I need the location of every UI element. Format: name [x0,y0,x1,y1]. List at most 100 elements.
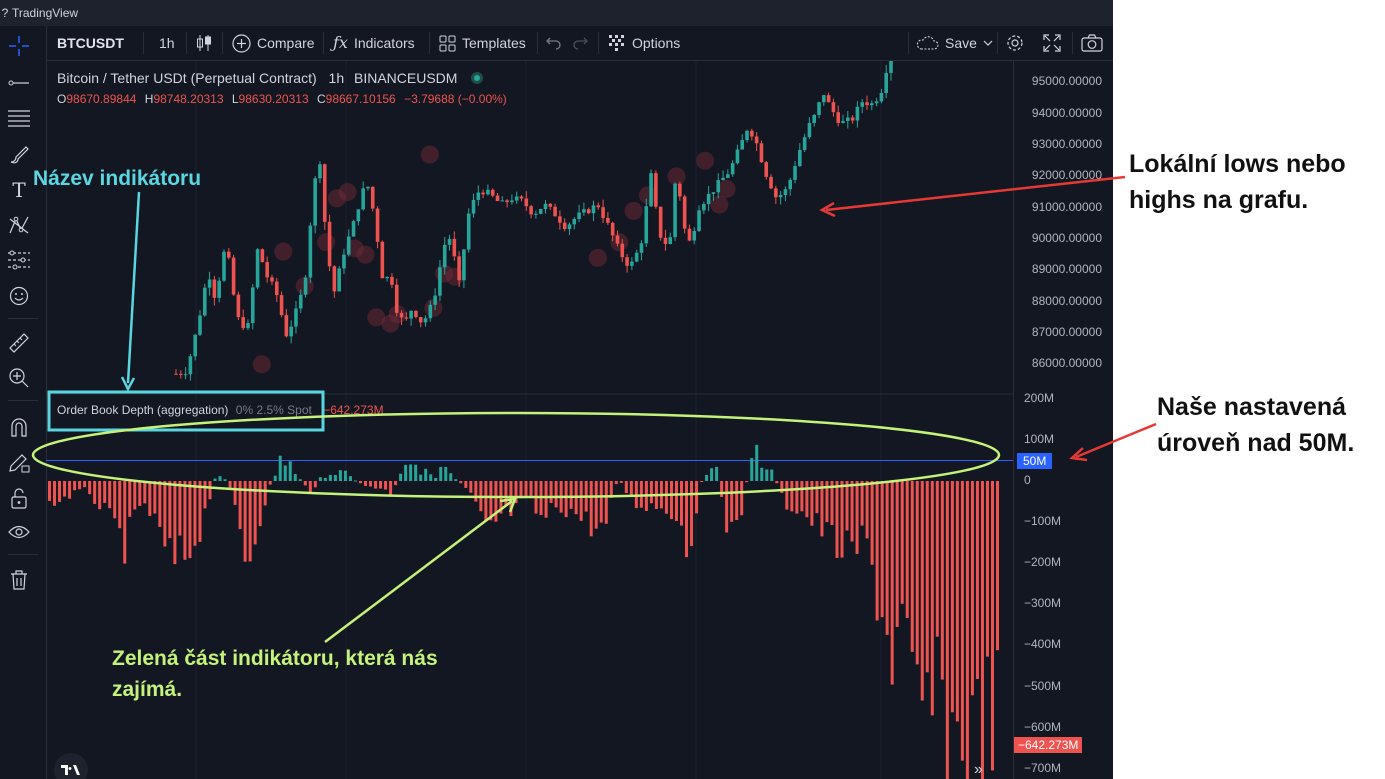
depth-bar [113,481,117,519]
symbol-legend[interactable]: Bitcoin / Tether USDt (Perpetual Contrac… [57,70,484,86]
hide-drawings-tool[interactable] [7,520,31,544]
remove-drawings-tool[interactable] [7,568,31,592]
settings-button[interactable] [1005,26,1025,60]
zoom-in-icon [8,367,30,389]
candle-body [610,222,615,236]
depth-bar [454,479,458,481]
interval-button[interactable]: 1h [159,26,175,60]
market-status-icon[interactable] [471,72,484,84]
depth-bar [664,481,668,514]
prediction-tool[interactable] [7,248,31,272]
icons-tool[interactable] [7,284,31,308]
snapshot-button[interactable] [1081,26,1103,60]
candle-body [601,207,605,218]
swing-point-marker-0 [252,355,271,374]
candle-body [774,188,778,198]
depth-bar [88,481,92,495]
depth-bar [133,481,137,510]
candle-body [558,216,562,223]
price-scale[interactable]: 95000.00000 94000.00000 93000.00000 92000.0… [1013,61,1113,779]
gear-icon [1005,33,1025,53]
candle-body [222,251,226,281]
depth-bar [805,481,809,518]
open-value: 98670.89844 [66,92,137,106]
candle-body [284,315,289,337]
candle-body [582,209,586,213]
candle-body [414,310,418,318]
depth-bar [720,481,724,498]
compare-button[interactable]: Compare [232,26,315,60]
save-button[interactable]: Save [915,26,993,60]
divider [8,318,38,319]
chevron-down-icon[interactable] [983,39,993,47]
depth-bar [364,481,367,486]
depth-bar [850,481,854,542]
pattern-tool[interactable] [7,213,31,237]
depth-bar [243,481,247,562]
depth-bar [945,481,949,779]
depth-bar [920,481,924,701]
depth-bar [835,481,839,558]
fib-tool[interactable] [7,106,31,130]
symbol-search-button[interactable]: BTCUSDT [57,26,124,60]
zoom-tool[interactable] [7,366,31,390]
trend-line-icon [8,78,30,88]
depth-bar [715,466,719,481]
text-tool[interactable]: T [7,178,31,202]
candle-body [548,203,553,207]
help-icon[interactable]: ? [1,6,9,20]
stay-in-drawing-mode-tool[interactable] [7,450,31,474]
candle-body [721,177,725,181]
magnet-icon [9,417,29,437]
depth-bar [649,481,653,504]
crosshair-tool[interactable] [7,34,31,58]
depth-bar [434,477,438,481]
depth-bar [534,481,538,514]
cloud-icon [915,35,939,51]
tradingview-logo[interactable] [54,753,88,779]
candle-body [428,304,433,319]
legend-exchange: BINANCEUSDM [354,70,458,86]
open-label: O [57,92,67,106]
price-tick-label: 88000.00000 [1031,293,1102,308]
redo-button[interactable] [572,26,590,60]
candle-body [793,166,797,180]
depth-bar [524,481,528,497]
candle-body [706,193,711,205]
divider [8,554,38,555]
magnet-tool[interactable] [7,415,31,439]
chart-type-button[interactable] [196,26,212,60]
depth-bar [930,481,934,716]
depth-bar [394,481,398,486]
camera-icon [1081,34,1103,52]
candles-icon [196,34,212,52]
indicators-button[interactable]: ƒx Indicators [333,26,415,60]
depth-bar [384,481,388,490]
depth-bar [138,481,142,506]
lock-drawings-tool[interactable] [7,486,31,510]
candle-body [423,318,428,323]
depth-bar [619,481,623,483]
swing-point-marker-7 [356,245,375,264]
depth-bar [870,481,874,565]
indicator-legend[interactable]: Order Book Depth (aggregation) 0% 2.5% S… [57,403,384,417]
depth-bar [439,466,443,481]
candle-body [687,228,692,241]
trend-line-tool[interactable] [7,71,31,95]
price-tick-label: 95000.00000 [1031,74,1102,89]
depth-bar [745,481,749,483]
measure-tool[interactable] [7,331,31,355]
candle-body [481,192,485,195]
price-tick-label: 89000.00000 [1031,262,1102,277]
options-button[interactable]: Options [608,26,680,60]
depth-bar [409,464,413,481]
brush-tool[interactable] [7,142,31,166]
templates-button[interactable]: Templates [439,26,526,60]
candle-body [241,317,245,329]
divider [222,32,223,54]
undo-button[interactable] [544,26,562,60]
candle-body [394,284,399,313]
depth-bar [168,481,172,539]
fullscreen-button[interactable] [1043,26,1061,60]
scroll-to-realtime-button[interactable]: » [974,761,983,779]
